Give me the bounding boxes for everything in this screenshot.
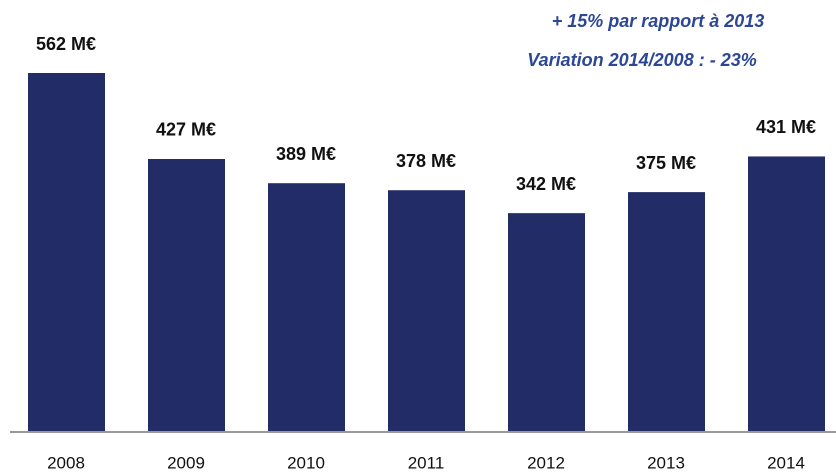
x-tick-label: 2008	[47, 453, 85, 472]
bar	[628, 192, 705, 431]
value-label: 427 M€	[156, 120, 216, 140]
x-tick-label: 2009	[167, 453, 205, 472]
bar	[748, 156, 825, 431]
x-tick-label: 2013	[647, 453, 685, 472]
x-tick-label: 2010	[287, 453, 325, 472]
bar	[268, 183, 345, 431]
bar	[388, 190, 465, 431]
value-label: 375 M€	[636, 153, 696, 173]
x-tick-label: 2014	[767, 453, 805, 472]
x-tick-label: 2011	[408, 453, 445, 472]
value-label: 562 M€	[36, 34, 96, 54]
bar	[508, 213, 585, 431]
annotation: + 15% par rapport à 2013	[552, 11, 765, 31]
value-label: 389 M€	[276, 144, 336, 164]
annotation: Variation 2014/2008 : - 23%	[527, 50, 756, 70]
bar	[148, 158, 225, 431]
bar	[28, 73, 105, 431]
value-label: 342 M€	[516, 174, 576, 194]
x-tick-label: 2012	[527, 453, 565, 472]
value-label: 378 M€	[396, 151, 456, 171]
value-label: 431 M€	[756, 117, 816, 137]
